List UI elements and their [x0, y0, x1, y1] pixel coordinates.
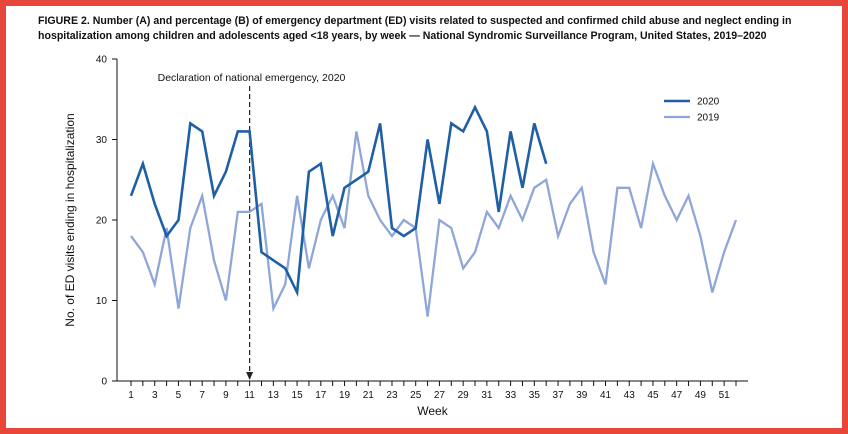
legend-label-2020: 2020 — [697, 97, 720, 108]
x-tick-label: 25 — [410, 390, 422, 401]
x-tick-label: 7 — [199, 390, 205, 401]
x-tick-label: 23 — [386, 390, 398, 401]
x-tick-label: 15 — [292, 390, 304, 401]
x-tick-label: 19 — [339, 390, 351, 401]
x-tick-label: 21 — [363, 390, 375, 401]
x-tick-label: 5 — [176, 390, 182, 401]
y-tick-label: 10 — [96, 296, 108, 307]
x-tick-label: 29 — [458, 390, 470, 401]
y-tick-label: 0 — [101, 377, 107, 388]
x-tick-label: 17 — [315, 390, 327, 401]
x-tick-label: 51 — [719, 390, 731, 401]
y-tick-label: 40 — [96, 55, 108, 66]
chart-annotation: Declaration of national emergency, 2020 — [158, 72, 346, 380]
annotation-arrowhead — [246, 372, 254, 380]
series-line-2020 — [129, 104, 548, 298]
x-tick-label: 11 — [244, 390, 255, 401]
x-axis-label: Week — [417, 404, 448, 418]
chart-legend: 2020 2019 — [664, 97, 720, 124]
x-tick-label: 1 — [128, 390, 134, 401]
x-tick-label: 39 — [576, 390, 588, 401]
x-tick-label: 27 — [434, 390, 446, 401]
x-tick-label: 43 — [624, 390, 636, 401]
series-line-2019 — [130, 131, 738, 317]
x-tick-label: 13 — [268, 390, 280, 401]
x-tick-label: 37 — [552, 390, 564, 401]
x-tick-label: 41 — [600, 390, 612, 401]
x-tick-label: 45 — [647, 390, 659, 401]
x-tick-label: 35 — [529, 390, 541, 401]
y-tick-label: 30 — [96, 135, 108, 146]
y-tick-label: 20 — [96, 216, 108, 227]
x-tick-label: 49 — [695, 390, 707, 401]
x-tick-label: 33 — [505, 390, 517, 401]
x-tick-label: 9 — [223, 390, 229, 401]
y-axis-label: No. of ED visits ending in hospitalizati… — [63, 113, 77, 326]
x-tick-label: 31 — [481, 390, 493, 401]
legend-label-2019: 2019 — [697, 113, 720, 124]
chart-series — [129, 104, 738, 317]
x-tick-label: 47 — [671, 390, 683, 401]
figure-title: FIGURE 2. Number (A) and percentage (B) … — [38, 15, 792, 42]
annotation-label: Declaration of national emergency, 2020 — [158, 72, 346, 84]
x-tick-label: 3 — [152, 390, 158, 401]
